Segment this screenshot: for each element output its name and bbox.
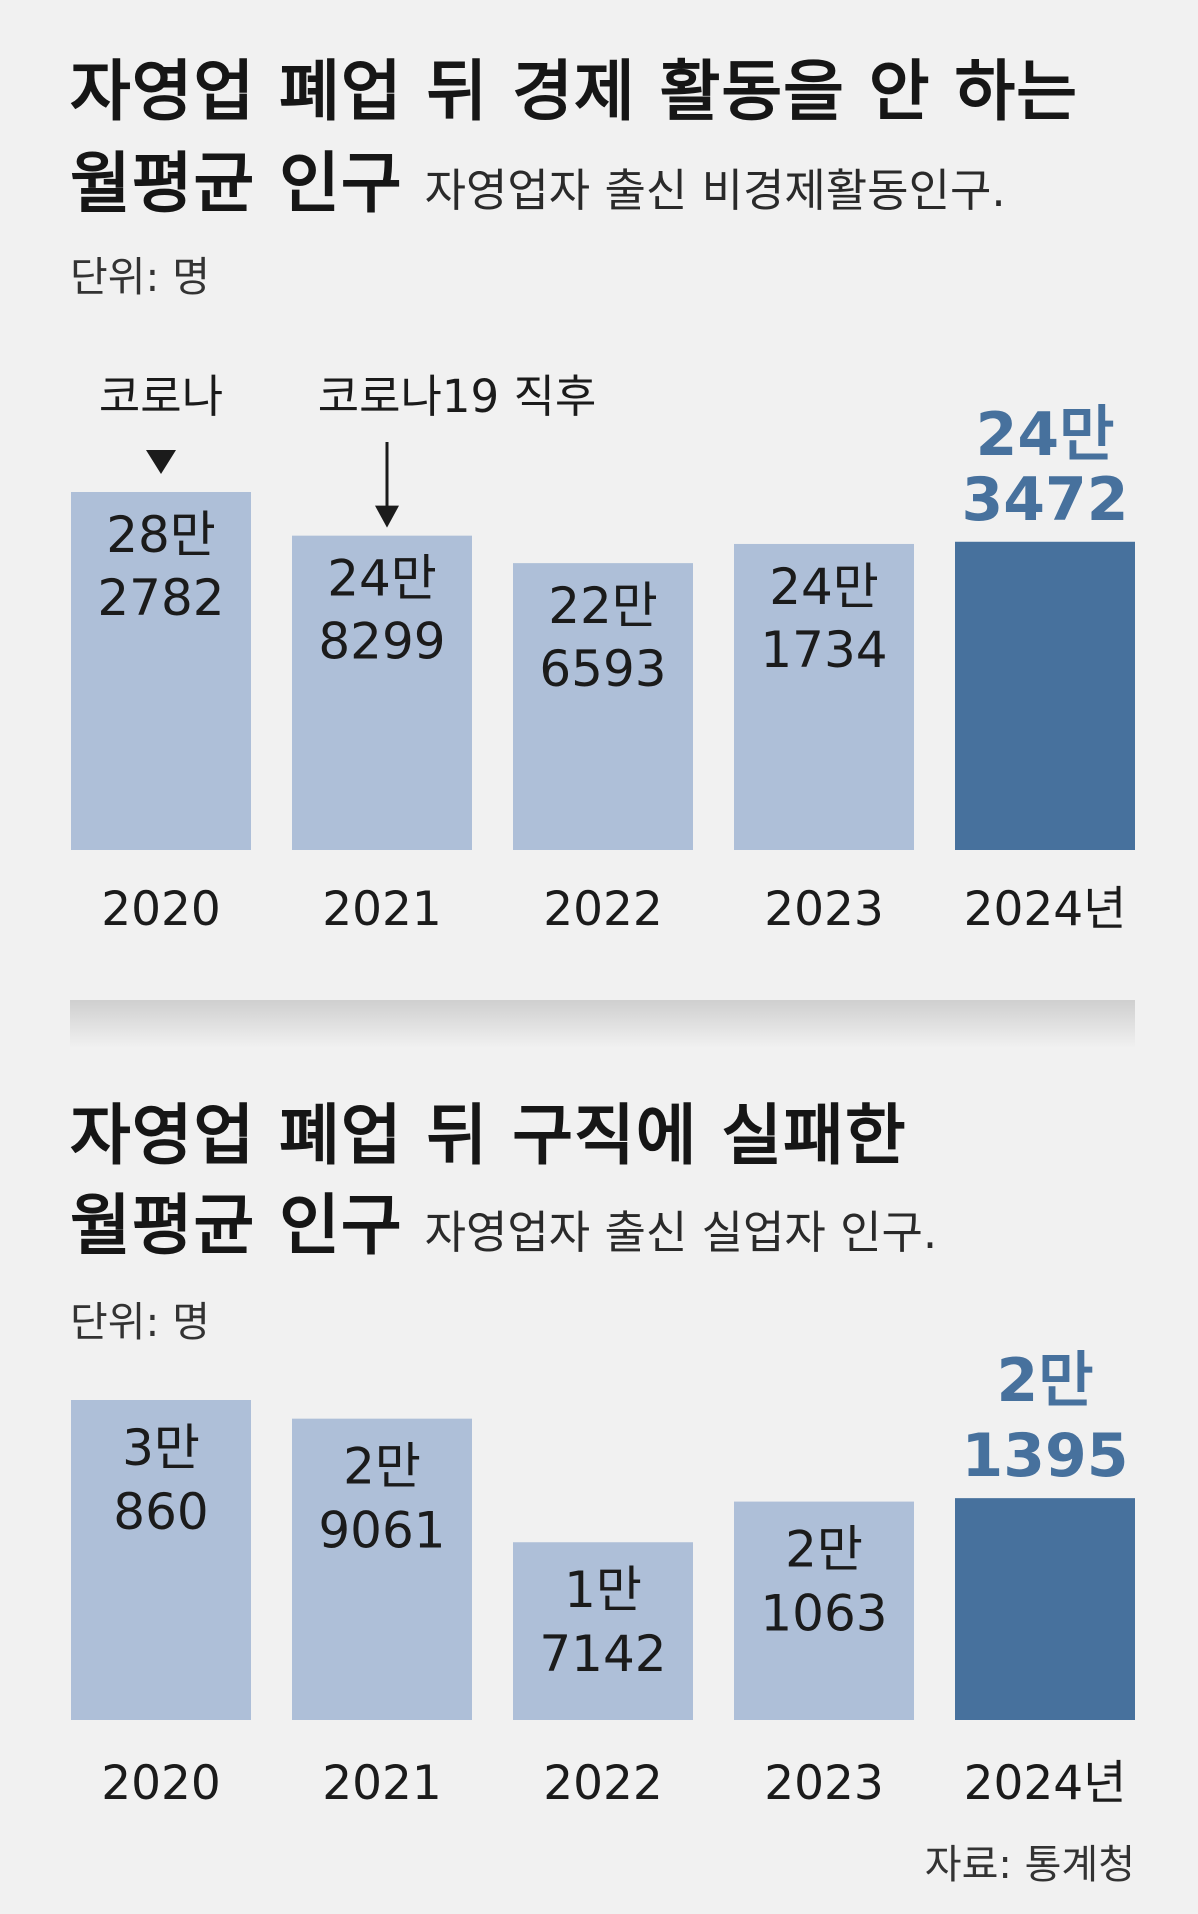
chart1-category-label-1: 2021: [322, 882, 442, 937]
chart2-value-label-1-0: 2만: [343, 1438, 421, 1496]
chart1-value-label-0-0: 28만: [106, 506, 216, 564]
chart2-unit-label: 단위: 명: [70, 1298, 211, 1346]
chart2-bar-4: [955, 1498, 1135, 1720]
chart1-value-label-3-0: 24만: [769, 558, 879, 616]
chart1-annotation-arrow-1: [375, 442, 399, 528]
chart1-highlight-label-0: 24만: [976, 400, 1115, 470]
chart1-value-label-0-1: 2782: [97, 569, 224, 627]
chart1-bar-1: [292, 535, 472, 850]
source-note: 자료: 통계청: [924, 1842, 1135, 1888]
chart2-highlight-label-1: 1395: [962, 1421, 1129, 1491]
chart-panel-2: 자영업 폐업 뒤 구직에 실패한 월평균 인구 자영업자 출신 실업자 인구. 단…: [0, 1000, 1198, 1914]
chart1-title-line2-row: 월평균 인구 자영업자 출신 비경제활동인구.: [70, 130, 1006, 226]
chart1-value-label-1-1: 8299: [318, 613, 445, 671]
chart2-category-label-0: 2020: [101, 1756, 221, 1811]
chart2-bar-0: [71, 1400, 251, 1720]
chart1-highlight-label-1: 3472: [962, 465, 1129, 535]
chart1-bar-chart: 28만2782202024만8299202122만6593202224만1734…: [71, 370, 1135, 937]
chart1-bar-4: [955, 541, 1135, 850]
chart2-title-line1: 자영업 폐업 뒤 구직에 실패한: [70, 1097, 907, 1174]
chart2-bar-2: [513, 1542, 693, 1720]
chart1-value-label-2-0: 22만: [548, 577, 658, 635]
chart1-category-label-0: 2020: [101, 882, 221, 937]
chart1-bar-2: [513, 563, 693, 850]
chart1-category-label-3: 2023: [764, 882, 884, 937]
chart2-category-label-1: 2021: [322, 1756, 442, 1811]
chart1-bar-0: [71, 492, 251, 850]
chart1-annotation-0: 코로나: [99, 370, 223, 423]
section-divider: [70, 1000, 1135, 1048]
chart1-bar-3: [734, 543, 914, 850]
chart2-value-label-3-0: 2만: [785, 1521, 863, 1579]
chart2-category-label-4: 2024년: [964, 1756, 1127, 1811]
chart1-annotation-marker-0: [146, 450, 176, 474]
chart1-title-line2: 월평균 인구: [70, 145, 403, 222]
chart2-value-label-2-1: 7142: [539, 1625, 666, 1683]
chart2-value-label-0-0: 3만: [122, 1419, 200, 1477]
chart2-bar-3: [734, 1501, 914, 1720]
chart2-value-label-2-0: 1만: [564, 1561, 642, 1619]
chart2-title-line2-row: 월평균 인구 자영업자 출신 실업자 인구.: [70, 1172, 937, 1268]
chart2-category-label-2: 2022: [543, 1756, 663, 1811]
chart2-title-line2: 월평균 인구: [70, 1187, 403, 1264]
chart1-value-label-3-1: 1734: [760, 621, 887, 679]
chart2-bar-chart: 3만 860 2020 2만 9061 2021 1만 7142 2022 2만 1063 2023 2…: [71, 1346, 1135, 1811]
chart2-highlight-label-0: 2만: [997, 1346, 1094, 1416]
chart1-category-label-4: 2024년: [964, 882, 1127, 937]
chart2-value-label-1-1: 9061: [318, 1502, 445, 1560]
chart2-bar-1: [292, 1418, 472, 1720]
chart1-annotation-1: 코로나19 직후: [318, 370, 597, 423]
chart1-value-label-1-0: 24만: [327, 550, 437, 608]
chart1-subtitle: 자영업자 출신 비경제활동인구.: [424, 164, 1006, 217]
chart2-category-label-3: 2023: [764, 1756, 884, 1811]
chart2-subtitle: 자영업자 출신 실업자 인구.: [424, 1206, 938, 1259]
chart1-unit-label: 단위: 명: [70, 253, 211, 301]
chart2-value-label-3-1: 1063: [760, 1585, 887, 1643]
chart1-title-line1: 자영업 폐업 뒤 경제 활동을 안 하는: [70, 53, 1078, 130]
chart2-value-label-0-1: 860: [113, 1483, 208, 1541]
chart1-value-label-2-1: 6593: [539, 640, 666, 698]
chart-panel-1: 자영업 폐업 뒤 경제 활동을 안 하는 월평균 인구 자영업자 출신 비경제활동…: [70, 53, 1135, 937]
chart1-category-label-2: 2022: [543, 882, 663, 937]
